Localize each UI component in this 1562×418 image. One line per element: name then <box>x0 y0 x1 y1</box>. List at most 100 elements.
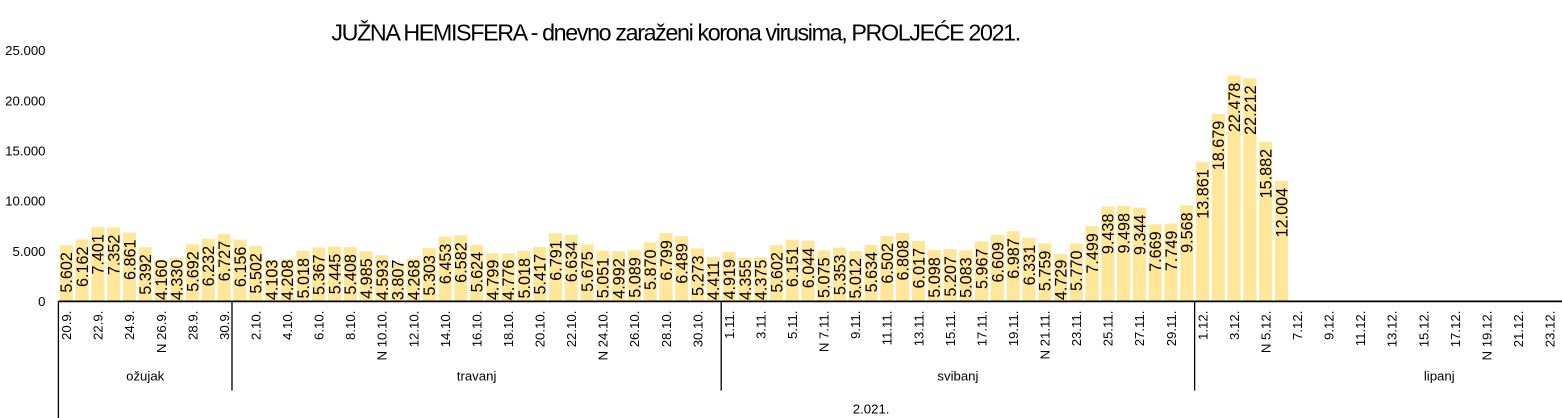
svg-text:13.861: 13.861 <box>1194 169 1212 219</box>
svg-text:23.12.: 23.12. <box>1543 311 1558 348</box>
svg-text:12.10.: 12.10. <box>406 311 421 348</box>
svg-text:28.10.: 28.10. <box>659 311 674 348</box>
svg-text:4.268: 4.268 <box>405 260 423 301</box>
svg-text:22.10.: 22.10. <box>564 311 579 348</box>
svg-text:5.051: 5.051 <box>595 258 613 299</box>
svg-text:N 7.11.: N 7.11. <box>817 311 832 353</box>
svg-text:6.582: 6.582 <box>453 242 471 283</box>
svg-text:JUŽNA HEMISFERA - dnevno zaraž: JUŽNA HEMISFERA - dnevno zaraženi korona… <box>331 20 1019 46</box>
svg-text:9.11.: 9.11. <box>848 311 863 339</box>
svg-text:17.11.: 17.11. <box>974 311 989 347</box>
svg-text:4.103: 4.103 <box>263 260 281 301</box>
svg-text:29.11.: 29.11. <box>1164 311 1179 347</box>
svg-text:3.807: 3.807 <box>390 260 408 301</box>
svg-text:6.044: 6.044 <box>800 248 818 289</box>
svg-text:4.10.: 4.10. <box>280 311 295 340</box>
svg-text:4.985: 4.985 <box>358 258 376 299</box>
svg-text:6.987: 6.987 <box>1005 238 1023 279</box>
svg-text:5.098: 5.098 <box>926 257 944 298</box>
svg-text:25.11.: 25.11. <box>1101 311 1116 347</box>
svg-text:6.861: 6.861 <box>121 239 139 280</box>
svg-text:5.870: 5.870 <box>642 249 660 290</box>
svg-text:15.000: 15.000 <box>5 143 45 158</box>
svg-text:N 19.12.: N 19.12. <box>1479 311 1494 361</box>
svg-text:5.417: 5.417 <box>532 254 550 295</box>
svg-text:4.776: 4.776 <box>500 260 518 301</box>
svg-text:6.232: 6.232 <box>200 246 218 287</box>
svg-text:5.634: 5.634 <box>863 252 881 293</box>
svg-text:20.000: 20.000 <box>5 93 45 108</box>
svg-text:7.401: 7.401 <box>90 234 108 275</box>
svg-text:0: 0 <box>38 294 45 309</box>
svg-text:13.12.: 13.12. <box>1385 311 1400 348</box>
svg-text:6.609: 6.609 <box>989 242 1007 283</box>
svg-text:9.498: 9.498 <box>1116 213 1134 254</box>
svg-text:4.919: 4.919 <box>721 259 739 300</box>
svg-text:5.602: 5.602 <box>58 252 76 293</box>
svg-text:4.593: 4.593 <box>374 260 392 301</box>
svg-text:20.10.: 20.10. <box>533 311 548 348</box>
svg-text:N 26.9.: N 26.9. <box>154 311 169 354</box>
svg-text:N 5.12.: N 5.12. <box>1258 311 1273 354</box>
svg-text:N 24.10.: N 24.10. <box>596 311 611 361</box>
svg-text:2.021.: 2.021. <box>853 401 890 416</box>
svg-text:13.11.: 13.11. <box>911 311 926 347</box>
svg-text:5.089: 5.089 <box>626 257 644 298</box>
svg-text:4.799: 4.799 <box>484 260 502 301</box>
svg-text:5.770: 5.770 <box>1068 250 1086 291</box>
svg-text:3.11.: 3.11. <box>753 311 768 339</box>
svg-text:27.11.: 27.11. <box>1132 311 1147 347</box>
svg-text:4.375: 4.375 <box>753 260 771 301</box>
svg-text:6.489: 6.489 <box>674 243 692 284</box>
svg-text:4.992: 4.992 <box>611 258 629 299</box>
svg-text:5.083: 5.083 <box>958 257 976 298</box>
svg-text:5.000: 5.000 <box>12 244 45 259</box>
svg-text:7.499: 7.499 <box>1084 233 1102 274</box>
svg-text:lipanj: lipanj <box>1424 369 1455 384</box>
svg-text:6.634: 6.634 <box>563 242 581 283</box>
svg-text:30.9.: 30.9. <box>217 311 232 340</box>
svg-text:6.151: 6.151 <box>784 247 802 288</box>
svg-text:5.502: 5.502 <box>248 253 266 294</box>
svg-text:N 10.10.: N 10.10. <box>375 311 390 361</box>
svg-text:25.000: 25.000 <box>5 43 45 58</box>
svg-text:5.392: 5.392 <box>137 254 155 295</box>
svg-text:6.331: 6.331 <box>1021 245 1039 286</box>
svg-text:6.017: 6.017 <box>910 248 928 289</box>
svg-text:5.018: 5.018 <box>516 258 534 299</box>
svg-text:5.675: 5.675 <box>579 251 597 292</box>
svg-text:5.967: 5.967 <box>973 248 991 289</box>
svg-text:4.208: 4.208 <box>279 260 297 301</box>
svg-text:travanj: travanj <box>457 369 497 384</box>
svg-text:16.10.: 16.10. <box>469 311 484 348</box>
svg-text:svibanj: svibanj <box>937 369 978 384</box>
svg-text:2.10.: 2.10. <box>248 311 263 340</box>
svg-text:5.11.: 5.11. <box>785 311 800 339</box>
svg-text:6.453: 6.453 <box>437 244 455 285</box>
svg-text:21.12.: 21.12. <box>1511 311 1526 348</box>
svg-text:6.156: 6.156 <box>232 247 250 288</box>
svg-text:7.12.: 7.12. <box>1290 311 1305 340</box>
svg-text:23.11.: 23.11. <box>1069 311 1084 347</box>
svg-text:4.355: 4.355 <box>737 260 755 301</box>
svg-text:7.749: 7.749 <box>1163 231 1181 272</box>
svg-text:4.330: 4.330 <box>169 260 187 301</box>
svg-text:5.075: 5.075 <box>816 257 834 298</box>
svg-text:5.602: 5.602 <box>768 252 786 293</box>
svg-text:5.692: 5.692 <box>184 251 202 292</box>
svg-text:5.759: 5.759 <box>1037 251 1055 292</box>
svg-text:20.9.: 20.9. <box>59 311 74 340</box>
svg-text:6.808: 6.808 <box>895 240 913 281</box>
svg-text:3.12.: 3.12. <box>1227 311 1242 340</box>
svg-text:5.445: 5.445 <box>326 254 344 295</box>
svg-text:4.411: 4.411 <box>705 261 723 300</box>
svg-text:15.11.: 15.11. <box>943 311 958 347</box>
svg-text:18.679: 18.679 <box>1210 121 1228 171</box>
svg-text:30.10.: 30.10. <box>690 311 705 348</box>
svg-text:5.207: 5.207 <box>942 256 960 297</box>
svg-text:5.408: 5.408 <box>342 254 360 295</box>
svg-text:11.12.: 11.12. <box>1353 311 1368 347</box>
svg-text:10.000: 10.000 <box>5 194 45 209</box>
svg-text:5.624: 5.624 <box>469 252 487 293</box>
svg-text:4.729: 4.729 <box>1052 260 1070 301</box>
